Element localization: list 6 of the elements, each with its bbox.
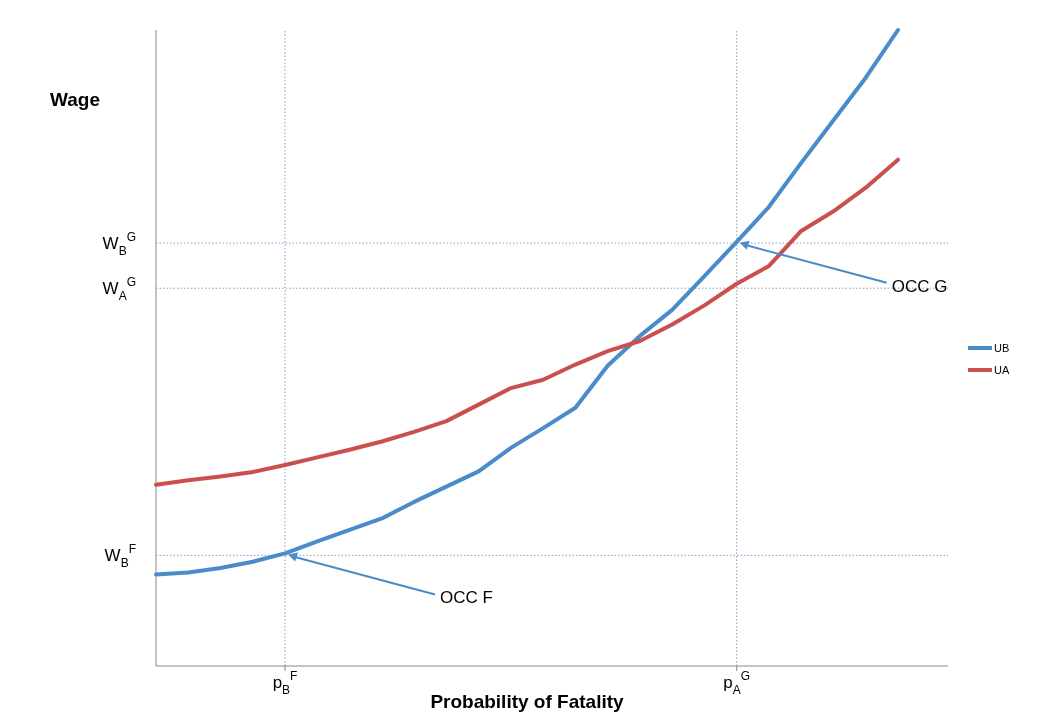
legend-label: UA [994, 364, 1010, 376]
annotation: OCC G [891, 276, 948, 296]
x-axis-title: Probability of Fatality [430, 691, 625, 712]
legend-label: UB [994, 342, 1010, 354]
annotation: OCC F [440, 588, 493, 608]
y-axis-title: Wage [50, 89, 100, 110]
